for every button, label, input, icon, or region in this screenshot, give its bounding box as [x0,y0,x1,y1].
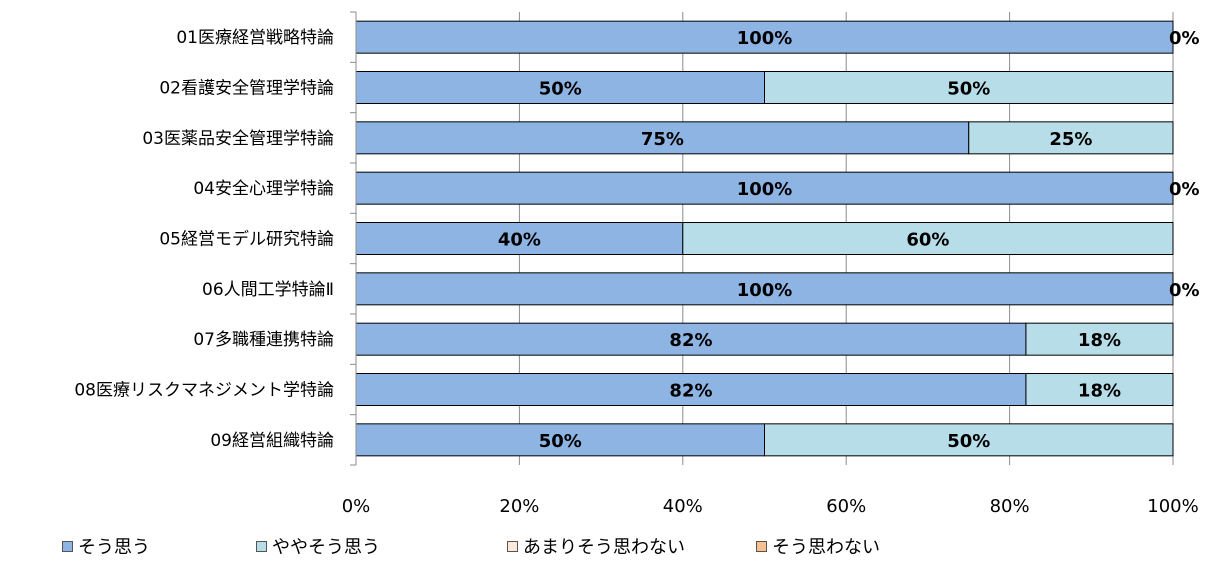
category-label: 04安全心理学特論 [193,179,334,199]
data-label: 100% [737,280,793,301]
category-label: 02看護安全管理学特論 [159,79,334,99]
bar-segment [355,272,1174,306]
category-label: 05経営モデル研究特論 [159,229,334,250]
legend-swatch [507,540,518,552]
legend-item: そう思わない [756,533,880,559]
y-axis [350,11,357,466]
bar-segment [764,71,1174,104]
data-label: 60% [906,230,949,251]
legend-swatch [256,540,267,552]
bar-segment [682,222,1174,255]
x-tick-label: 20% [499,496,539,517]
category-label: 03医薬品安全管理学特論 [142,129,334,149]
legend-label: そう思わない [772,537,880,558]
legend-label: あまりそう思わない [523,537,685,558]
legend-item: あまりそう思わない [507,533,685,559]
data-label: 50% [539,431,582,452]
data-label: 100% [737,179,793,200]
data-label: 0% [1169,179,1200,200]
data-label: 75% [641,129,684,150]
x-tick-label: 40% [663,496,703,517]
data-label: 0% [1169,280,1200,301]
category-label: 08医療リスクマネジメント学特論 [74,381,334,401]
category-label: 01医療経営戦略特論 [176,28,334,48]
bar-segment [355,222,684,255]
data-label: 18% [1078,330,1121,351]
x-tick-label: 0% [342,496,371,517]
legend-label: そう思う [78,537,150,558]
data-label: 50% [947,79,990,100]
bar-segment [355,121,970,155]
data-label: 0% [1169,28,1200,49]
legend-item: そう思う [62,533,150,559]
x-tick-labels: 0% 20% 40% 60% 80% 100% [342,496,1199,517]
category-label: 07多職種連携特論 [193,330,334,350]
x-tick-label: 60% [826,496,866,517]
legend-label: ややそう思う [272,537,380,558]
data-label: 25% [1049,129,1092,150]
data-labels: 100% 0% 50% 50% 75% 25% 100% 0% 40% 60% 100% 0% 82% 1… [498,28,1200,452]
bar-segment [1025,373,1174,406]
data-label: 82% [669,330,712,351]
bar-segment [968,121,1174,155]
bars [355,20,1174,457]
category-label: 06人間工学特論Ⅱ [202,280,334,300]
bar-segment [1025,322,1174,356]
category-labels: 01医療経営戦略特論 02看護安全管理学特論 03医薬品安全管理学特論 04安全心理学… [74,28,334,451]
data-label: 50% [539,79,582,100]
bar-segment [355,20,1174,54]
legend-swatch [756,540,767,552]
data-label: 82% [669,381,712,402]
data-label: 18% [1078,381,1121,402]
data-label: 40% [498,230,541,251]
data-label: 50% [947,431,990,452]
legend-item: ややそう思う [256,533,380,559]
chart: 01医療経営戦略特論 02看護安全管理学特論 03医薬品安全管理学特論 04安全心理学… [74,11,1200,517]
data-label: 100% [737,28,793,49]
category-label: 09経営組織特論 [210,431,334,451]
x-tick-label: 100% [1147,496,1198,517]
x-tick-label: 80% [990,496,1030,517]
legend-swatch [62,540,73,552]
bar-segment [764,423,1174,457]
bar-segment [355,171,1174,205]
